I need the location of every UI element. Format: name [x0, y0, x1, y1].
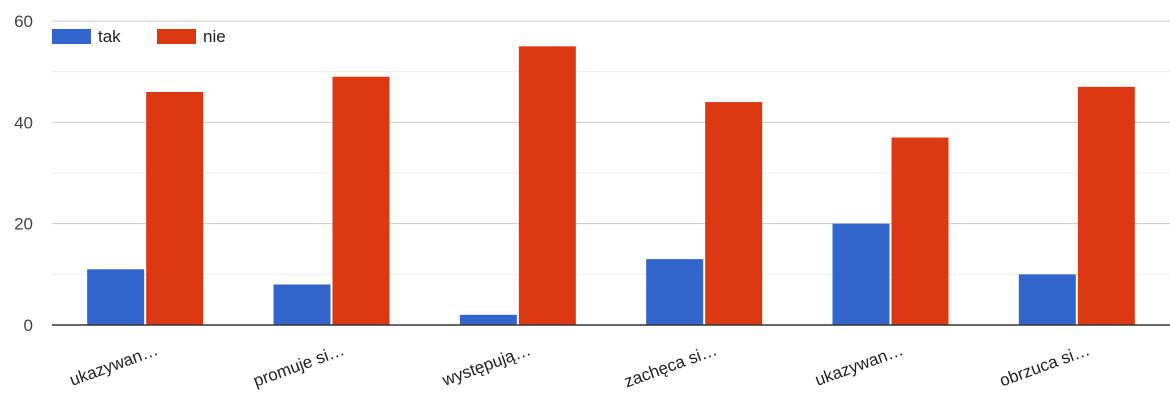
bar-tak-1[interactable] [273, 284, 331, 325]
bar-tak-0[interactable] [87, 269, 145, 325]
bar-nie-3[interactable] [705, 102, 763, 325]
y-tick-label: 20 [14, 215, 33, 234]
y-tick-label: 0 [24, 316, 33, 335]
x-category-label: promuje si… [251, 340, 347, 390]
bar-tak-3[interactable] [646, 259, 704, 325]
x-category-label: zachęca si… [622, 340, 720, 391]
legend-label-nie: nie [203, 27, 226, 46]
y-tick-label: 60 [14, 12, 33, 31]
y-tick-label: 40 [14, 113, 33, 132]
bar-nie-4[interactable] [891, 137, 949, 325]
bar-nie-1[interactable] [332, 76, 390, 325]
bar-tak-4[interactable] [832, 223, 890, 325]
bar-tak-5[interactable] [1018, 274, 1076, 325]
y-axis-ticks: 0 20 40 60 [14, 12, 33, 335]
x-category-label: ukazywan… [812, 340, 906, 390]
x-category-label: występują… [439, 340, 533, 390]
legend-swatch-nie [157, 29, 196, 44]
legend-label-tak: tak [98, 27, 121, 46]
bar-nie-5[interactable] [1077, 86, 1135, 325]
x-axis-labels: ukazywan… promuje si… występują… zachęca si… [67, 340, 1092, 391]
x-category-label: obrzuca si… [997, 340, 1092, 390]
x-category-label: ukazywan… [67, 340, 161, 390]
bars [87, 46, 1135, 325]
bar-nie-2[interactable] [518, 46, 576, 325]
legend-swatch-tak [52, 29, 91, 44]
legend: tak nie [52, 27, 226, 46]
bar-nie-0[interactable] [146, 91, 204, 325]
bar-tak-2[interactable] [459, 314, 517, 325]
gridlines [52, 20, 1170, 275]
